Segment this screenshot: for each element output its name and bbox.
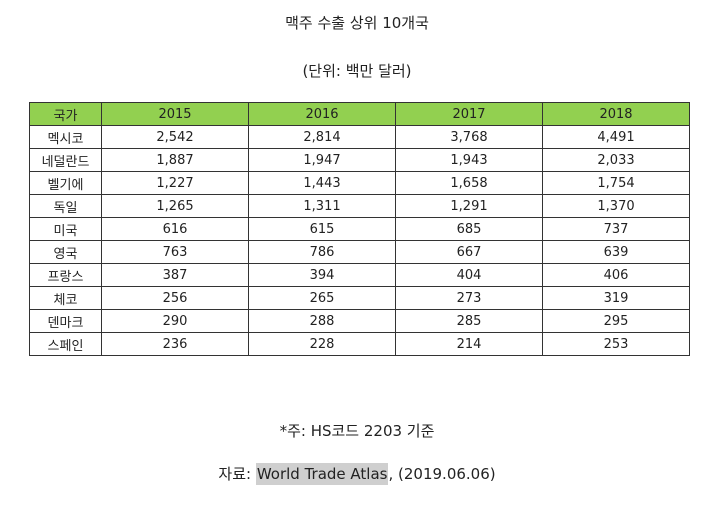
value-cell: 639 <box>542 240 690 264</box>
country-cell: 영국 <box>29 240 102 264</box>
value-cell: 1,754 <box>542 171 690 195</box>
value-cell: 2,033 <box>542 148 690 172</box>
value-cell: 786 <box>248 240 396 264</box>
value-cell: 1,265 <box>101 194 249 218</box>
value-cell: 616 <box>101 217 249 241</box>
table-row: 독일 1,265 1,311 1,291 1,370 <box>29 194 690 218</box>
value-cell: 319 <box>542 286 690 310</box>
table-row: 덴마크 290 288 285 295 <box>29 309 690 333</box>
country-cell: 미국 <box>29 217 102 241</box>
table-row: 영국 763 786 667 639 <box>29 240 690 264</box>
header-country: 국가 <box>29 102 102 126</box>
value-cell: 1,658 <box>395 171 543 195</box>
source-prefix: 자료: <box>218 465 256 483</box>
country-cell: 체코 <box>29 286 102 310</box>
value-cell: 273 <box>395 286 543 310</box>
table-row: 스페인 236 228 214 253 <box>29 332 690 356</box>
value-cell: 387 <box>101 263 249 287</box>
table-row: 미국 616 615 685 737 <box>29 217 690 241</box>
header-2017: 2017 <box>395 102 543 126</box>
table-row: 체코 256 265 273 319 <box>29 286 690 310</box>
header-2015: 2015 <box>101 102 249 126</box>
value-cell: 214 <box>395 332 543 356</box>
country-cell: 스페인 <box>29 332 102 356</box>
value-cell: 1,227 <box>101 171 249 195</box>
source-name-highlight: World Trade Atlas <box>255 463 389 485</box>
country-cell: 프랑스 <box>29 263 102 287</box>
table-row: 프랑스 387 394 404 406 <box>29 263 690 287</box>
value-cell: 288 <box>248 309 396 333</box>
table-row: 벨기에 1,227 1,443 1,658 1,754 <box>29 171 690 195</box>
page-title: 맥주 수출 상위 10개국 <box>285 14 429 32</box>
value-cell: 406 <box>542 263 690 287</box>
country-cell: 덴마크 <box>29 309 102 333</box>
footnote: *주: HS코드 2203 기준 <box>279 422 435 440</box>
country-cell: 벨기에 <box>29 171 102 195</box>
value-cell: 3,768 <box>395 125 543 149</box>
table-row: 네덜란드 1,887 1,947 1,943 2,033 <box>29 148 690 172</box>
value-cell: 290 <box>101 309 249 333</box>
value-cell: 295 <box>542 309 690 333</box>
header-2016: 2016 <box>248 102 396 126</box>
export-table: 국가 2015 2016 2017 2018 멕시코 2,542 2,814 3… <box>29 102 690 356</box>
unit-caption: (단위: 백만 달러) <box>302 62 412 80</box>
value-cell: 4,491 <box>542 125 690 149</box>
value-cell: 394 <box>248 263 396 287</box>
source-date: , (2019.06.06) <box>388 465 496 483</box>
table-row: 멕시코 2,542 2,814 3,768 4,491 <box>29 125 690 149</box>
value-cell: 228 <box>248 332 396 356</box>
value-cell: 1,311 <box>248 194 396 218</box>
value-cell: 265 <box>248 286 396 310</box>
table-header-row: 국가 2015 2016 2017 2018 <box>29 102 690 126</box>
value-cell: 253 <box>542 332 690 356</box>
value-cell: 737 <box>542 217 690 241</box>
value-cell: 256 <box>101 286 249 310</box>
value-cell: 763 <box>101 240 249 264</box>
value-cell: 1,370 <box>542 194 690 218</box>
header-2018: 2018 <box>542 102 690 126</box>
value-cell: 667 <box>395 240 543 264</box>
value-cell: 1,291 <box>395 194 543 218</box>
value-cell: 1,947 <box>248 148 396 172</box>
value-cell: 685 <box>395 217 543 241</box>
value-cell: 285 <box>395 309 543 333</box>
country-cell: 멕시코 <box>29 125 102 149</box>
value-cell: 2,542 <box>101 125 249 149</box>
value-cell: 2,814 <box>248 125 396 149</box>
value-cell: 1,443 <box>248 171 396 195</box>
value-cell: 404 <box>395 263 543 287</box>
value-cell: 1,943 <box>395 148 543 172</box>
value-cell: 1,887 <box>101 148 249 172</box>
value-cell: 615 <box>248 217 396 241</box>
source-line: 자료: World Trade Atlas, (2019.06.06) <box>0 462 714 486</box>
country-cell: 네덜란드 <box>29 148 102 172</box>
country-cell: 독일 <box>29 194 102 218</box>
value-cell: 236 <box>101 332 249 356</box>
